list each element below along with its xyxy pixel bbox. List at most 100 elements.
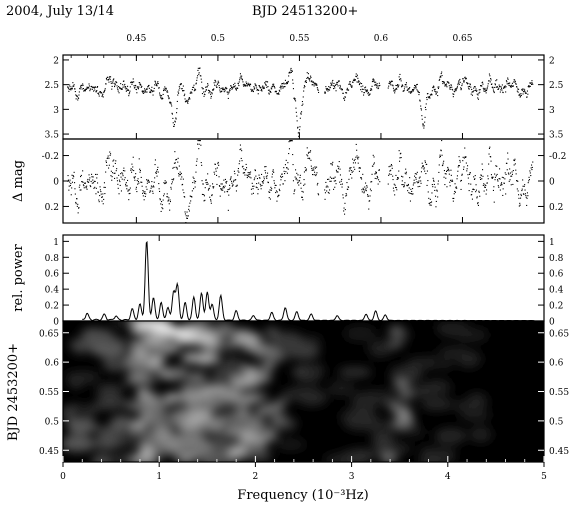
light-curve-point (195, 83, 197, 85)
light-curve-point (163, 90, 165, 92)
light-curve-point (274, 87, 276, 89)
residual-point (494, 179, 496, 181)
residual-point (455, 187, 457, 189)
residual-point (251, 182, 253, 184)
residual-point (124, 177, 126, 179)
residual-point (68, 185, 70, 187)
residual-point (468, 183, 470, 185)
light-curve-point (452, 93, 454, 95)
light-curve-point (199, 67, 201, 69)
power-y-tick-label: 1 (53, 238, 59, 248)
light-curve-point (159, 94, 161, 96)
residual-point (303, 184, 305, 186)
light-curve-point (514, 80, 516, 82)
light-curve-point (263, 87, 265, 89)
residual-point (307, 152, 309, 154)
light-curve-point (171, 112, 173, 114)
residual-point (167, 199, 169, 201)
light-curve-point (351, 85, 353, 87)
residual-point (442, 164, 444, 166)
heatmap-cell (175, 454, 196, 462)
residual-point (502, 194, 504, 196)
residual-point (495, 175, 497, 177)
residual-point (141, 185, 143, 187)
residual-point (196, 158, 198, 160)
light-curve-point (159, 95, 161, 97)
residual-point (77, 203, 79, 205)
residual-point (397, 178, 399, 180)
heatmap-y-tick-label: 0.55 (39, 388, 59, 398)
residual-point (269, 198, 271, 200)
light-curve-point (89, 90, 91, 92)
heatmap-cell (210, 371, 225, 379)
residual-point (423, 168, 425, 170)
light-curve-point (433, 89, 435, 91)
residual-point (414, 173, 416, 175)
light-curve-point (508, 84, 510, 86)
residual-point (315, 173, 317, 175)
residual-point (356, 155, 358, 157)
residuals-y-tick-label-right: -0.2 (549, 152, 566, 162)
light-curve-point (333, 82, 335, 84)
residual-point (159, 190, 161, 192)
residual-point (118, 193, 120, 195)
residual-point (192, 176, 194, 178)
power-spectrum-frame (62, 234, 545, 322)
light-curve-point (121, 88, 123, 90)
light-curve-point (528, 85, 530, 87)
light-curve-point (144, 90, 146, 92)
light-curve-point (126, 87, 128, 89)
residual-point (224, 185, 226, 187)
residual-point (127, 190, 129, 192)
light-curve-point (317, 88, 319, 90)
residual-point (415, 177, 417, 179)
light-curve-point (188, 98, 190, 100)
power-spectrum-ticks: 0 00.2 0.20.4 0.40.6 0.60.8 0.81 1 (45, 235, 564, 328)
residual-point (81, 181, 83, 183)
residual-point (424, 160, 426, 162)
residual-point (235, 190, 237, 192)
top-axis-tick-label: 0.55 (289, 34, 309, 44)
residual-point (132, 156, 134, 158)
residual-point (456, 178, 458, 180)
residual-point (388, 166, 390, 168)
residual-point (174, 162, 176, 164)
residual-point (517, 190, 519, 192)
light-curve-point (96, 90, 98, 92)
residual-point (344, 209, 346, 211)
residual-point (528, 180, 530, 182)
light-curve-point (67, 86, 69, 88)
residual-point (527, 195, 529, 197)
heatmap-cell (233, 332, 262, 345)
residual-point (281, 173, 283, 175)
residual-point (96, 173, 98, 175)
residual-point (316, 166, 318, 168)
light-curve-point (505, 91, 507, 93)
light-curve-point (376, 83, 378, 85)
light-curve-point (326, 88, 328, 90)
light-curve-point (464, 76, 466, 78)
residual-point (459, 161, 461, 163)
light-curve-point (71, 88, 73, 90)
heatmap-cell (64, 370, 101, 384)
residual-point (437, 183, 439, 185)
power-y-tick-label: 0 (53, 318, 59, 328)
light-curve-point (412, 89, 414, 91)
residual-point (306, 154, 308, 156)
residual-point (401, 180, 403, 182)
residual-point (445, 173, 447, 175)
residual-point (371, 173, 373, 175)
light-curve-point (74, 91, 76, 93)
residual-point (467, 177, 469, 179)
light-curve-point (283, 83, 285, 85)
residual-point (184, 211, 186, 213)
residual-point (501, 176, 503, 178)
residual-point (280, 179, 282, 181)
light-curve-point (74, 88, 76, 90)
residual-point (297, 174, 299, 176)
light-curve-point (410, 91, 412, 93)
light-curve-point (187, 100, 189, 102)
light-curve-point (523, 90, 525, 92)
light-curve-panel: 2 22.5 2.53 33.5 3.50.45 0.5 0.55 0.6 0.65 (45, 34, 564, 141)
residual-point (446, 169, 448, 171)
